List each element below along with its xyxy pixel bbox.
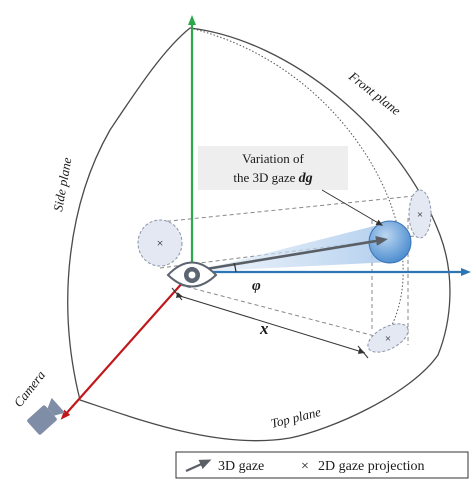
cross-icon-top: × <box>385 333 391 345</box>
phi-label: φ <box>252 278 261 294</box>
meridian-front <box>189 27 401 241</box>
legend-cross-icon: × <box>301 459 309 474</box>
x-label: x <box>259 319 269 338</box>
camera-icon <box>27 397 66 435</box>
cross-icon-front: × <box>417 209 423 221</box>
callout-leader <box>321 189 384 226</box>
cross-icon-side: × <box>157 236 164 250</box>
callout-box <box>198 146 348 190</box>
callout-line1: Variation of <box>242 151 304 166</box>
front-projection-ellipse <box>408 189 432 239</box>
meridian-top <box>374 239 404 351</box>
octant-outline <box>67 27 451 442</box>
gaze-cone <box>192 222 392 272</box>
legend-gaze-3d: 3D gaze <box>218 459 264 474</box>
side-plane-label: Side plane <box>50 156 74 213</box>
camera-axis <box>60 271 193 420</box>
callout-symbol: dg <box>299 171 313 186</box>
callout-line2-prefix: the 3D gaze <box>233 170 298 185</box>
callout-line2: the 3D gaze dg <box>233 170 312 186</box>
x-dimension-right-tick <box>357 345 369 359</box>
legend: 3D gaze × 2D gaze projection <box>175 451 469 479</box>
top-plane-label: Top plane <box>269 404 323 431</box>
phi-arc <box>233 262 237 273</box>
camera-label: Camera <box>11 367 49 410</box>
legend-gaze-arrow-icon <box>185 459 212 473</box>
side-projection-ellipse <box>137 219 183 267</box>
legend-gaze-2d: 2D gaze projection <box>318 459 425 474</box>
top-projection-ellipse <box>367 323 409 353</box>
eye-icon <box>166 261 218 288</box>
legend-box <box>175 451 469 479</box>
gaze-3d-arrow <box>199 236 388 272</box>
x-dimension-line <box>175 292 366 354</box>
